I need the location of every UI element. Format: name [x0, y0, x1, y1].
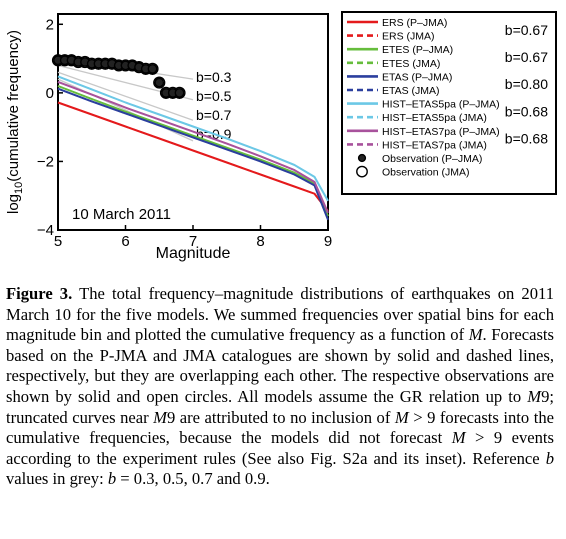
legend-b-value: b=0.68 [505, 131, 548, 147]
series-line [57, 87, 329, 220]
legend-label: ERS (JMA) [382, 31, 435, 43]
observation-pjma-point [154, 77, 165, 88]
reference-line-b07 [57, 71, 194, 121]
caption-label: Figure 3. [6, 284, 73, 303]
x-tick-label: 9 [324, 233, 332, 250]
legend-label: ETES (P–JMA) [382, 44, 453, 56]
figure-caption: Figure 3. The total frequency–magnitude … [6, 284, 554, 490]
y-axis-label: log10(cumulative frequency) [5, 30, 25, 214]
reference-label: b=0.7 [196, 107, 232, 123]
y-tick-label: −4 [37, 222, 54, 239]
observation-pjma-point [147, 63, 158, 74]
legend-label: Observation (P–JMA) [382, 153, 482, 165]
reference-label: b=0.3 [196, 69, 232, 85]
legend-marker-filled [357, 153, 367, 163]
axes-layer: 5 6 7 8 9 2 0 −2 −4 [37, 16, 332, 250]
legend-b-value: b=0.80 [505, 76, 548, 92]
y-axis-label-post: (cumulative frequency) [5, 30, 22, 182]
y-axis-label-sub: 10 [13, 182, 25, 194]
series-line [57, 85, 329, 217]
caption-text-1: The total frequency–magnitude distributi… [6, 284, 555, 345]
series-line [57, 81, 329, 214]
caption-text-5: > 9 forecasts into the cumulative freque… [6, 407, 554, 448]
series-line [57, 101, 329, 212]
legend-label: HIST–ETAS7pa (P–JMA) [382, 126, 500, 138]
legend-b-value: b=0.67 [505, 49, 548, 65]
series-line [57, 75, 329, 202]
legend-label: ETAS (P–JMA) [382, 71, 452, 83]
legend-b-value: b=0.68 [505, 103, 548, 119]
x-tick-label: 5 [54, 233, 62, 250]
y-tick-label: −2 [37, 153, 54, 170]
figure-canvas: b=0.3b=0.5b=0.7b=0.9 5 6 7 8 920−2−4 10 Marc… [5, 11, 557, 262]
series-line [57, 87, 329, 221]
y-axis-label-pre: log [5, 194, 22, 214]
legend-label: ETES (JMA) [382, 58, 440, 70]
observations-layer [51, 54, 186, 99]
legend: ERS (P–JMA) ERS (JMA)ETES (P–JMA) ETES (JM… [341, 11, 557, 195]
x-tick-label: 8 [256, 233, 264, 250]
y-tick-label: 2 [46, 16, 54, 33]
legend-entries: ERS (P–JMA) ERS (JMA)ETES (P–JMA) ETES (JM… [347, 17, 548, 179]
caption-text-8: = 0.3, 0.5, 0.7 and 0.9. [116, 469, 270, 489]
series-line [57, 101, 329, 212]
legend-label: Observation (JMA) [382, 167, 470, 179]
legend-marker-open [356, 165, 368, 178]
legend-b-value: b=0.67 [505, 22, 548, 38]
x-tick-label: 6 [121, 233, 129, 250]
legend-label: ERS (P–JMA) [382, 17, 447, 29]
caption-math-2: M [527, 386, 542, 406]
legend-label: HIST–ETAS5pa (JMA) [382, 112, 487, 124]
annotation-date: 10 March 2011 [72, 206, 171, 223]
reference-lines-layer: b=0.3b=0.5b=0.7b=0.9 [57, 57, 232, 142]
legend-label: HIST–ETAS5pa (P–JMA) [382, 99, 500, 111]
reference-label: b=0.5 [196, 88, 232, 104]
legend-label: ETAS (JMA) [382, 85, 440, 97]
caption-math-6: b [545, 448, 554, 468]
caption-text-4: 9 are attributed to no inclusion of [166, 407, 395, 427]
caption-math-3: M [153, 407, 167, 427]
caption-text-2: . Forecasts based on the P-JMA and JMA c… [6, 325, 554, 406]
legend-label: HIST–ETAS7pa (JMA) [382, 139, 487, 151]
x-axis-label: Magnitude [156, 245, 231, 262]
caption-text-7: values in grey: [6, 469, 108, 489]
series-line [57, 75, 329, 202]
series-layer [57, 75, 329, 221]
plot-frame [57, 13, 329, 231]
caption-math-5: M [451, 428, 466, 448]
observation-pjma-point [174, 87, 185, 98]
caption-text-3: 9; truncated curves near [6, 386, 554, 427]
caption-text-6: > 9 events according to the experiment r… [6, 428, 554, 468]
caption-math-4: M [394, 407, 409, 427]
caption-math-7: b [107, 469, 117, 489]
y-tick-label: 0 [46, 85, 54, 102]
caption-math-1: M [468, 325, 483, 345]
x-tick-label: 7 [189, 233, 197, 250]
